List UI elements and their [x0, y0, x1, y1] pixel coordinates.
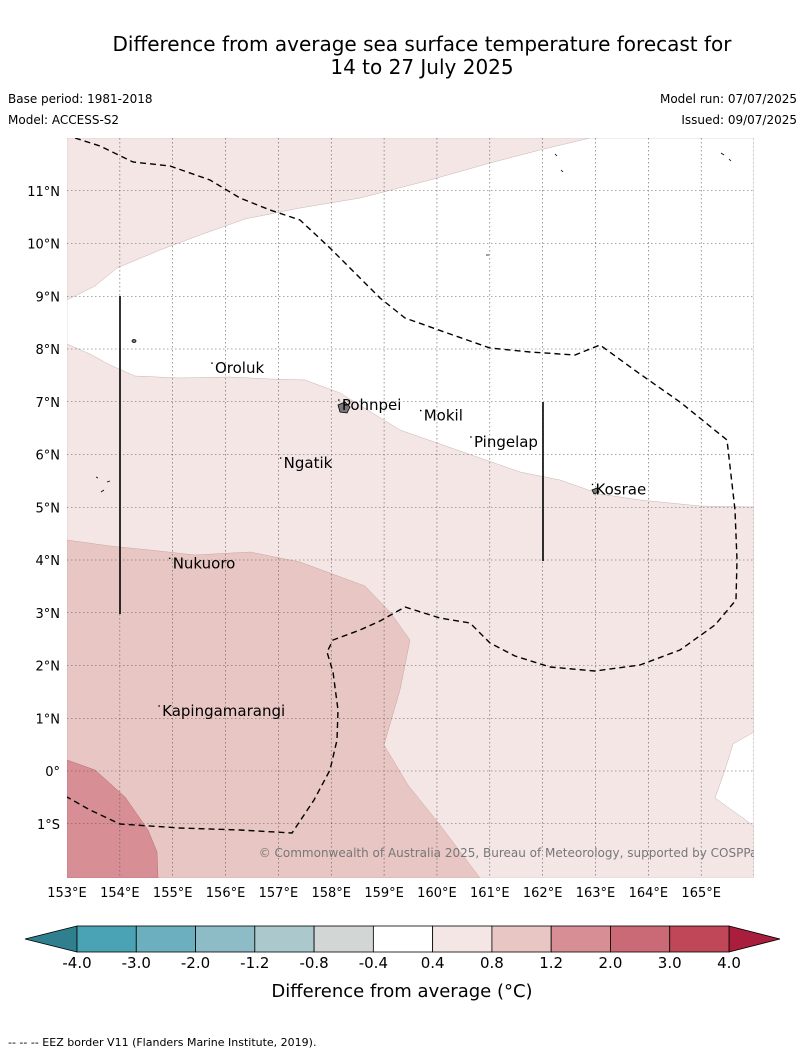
- colorbar-segment: [610, 925, 671, 953]
- place-marker: [158, 705, 160, 707]
- colorbar-low-extend: [24, 925, 78, 953]
- colorbar-segment: [135, 925, 196, 953]
- colorbar-segment: [76, 925, 137, 953]
- latitude-label: 9°N: [36, 290, 61, 305]
- place-label: Pohnpei: [342, 396, 402, 414]
- colorbar-tick-label: -1.2: [240, 954, 269, 972]
- colorbar-segment: [254, 925, 315, 953]
- graticule: [67, 138, 754, 878]
- colorbar-segment: [432, 925, 493, 953]
- title-line-2: 14 to 27 July 2025: [330, 55, 514, 79]
- small-island-west: [131, 339, 137, 343]
- place-marker: [338, 399, 340, 401]
- latitude-label: 4°N: [36, 554, 61, 569]
- longitude-label: 164°E: [629, 886, 669, 901]
- latitude-labels: 11°N 10°N 9°N 8°N 7°N 6°N 5°N 4°N 3°N 2°N 1°N 0° 1°S: [27, 185, 60, 833]
- colorbar-tick-label: -2.0: [181, 954, 210, 972]
- longitude-label: 160°E: [417, 886, 457, 901]
- latitude-label: 7°N: [36, 396, 61, 411]
- place-marker: [470, 436, 472, 438]
- colorbar-title: Difference from average (°C): [271, 981, 532, 1002]
- colorbar-tick-label: 0.8: [480, 954, 504, 972]
- place-marker: [419, 409, 422, 412]
- colorbar-tick-label: -0.4: [359, 954, 388, 972]
- latitude-label: 1°N: [36, 712, 61, 727]
- colorbar-tick-label: 0.4: [421, 954, 445, 972]
- longitude-label: 153°E: [47, 886, 87, 901]
- place-marker: [279, 457, 282, 459]
- sst-band-1-2-to-2-0: [67, 759, 159, 878]
- place-marker: [168, 557, 171, 560]
- copyright-notice: © Commonwealth of Australia 2025, Bureau…: [259, 846, 764, 860]
- islands: [95, 152, 732, 495]
- place-label: Oroluk: [215, 359, 264, 377]
- eez-border-north: [67, 138, 738, 834]
- place-label: Mokil: [424, 407, 463, 425]
- colorbar-tick-label: -4.0: [62, 954, 91, 972]
- longitude-label: 154°E: [100, 886, 140, 901]
- longitude-label: 155°E: [153, 886, 193, 901]
- latitude-label: 2°N: [36, 660, 61, 675]
- colorbar-segment: [550, 925, 611, 953]
- colorbar-tick-label: 4.0: [717, 954, 741, 972]
- sst-band-0-8-to-1-2: [67, 539, 481, 878]
- colorbar-high-extend: [728, 925, 781, 953]
- map-area: Oroluk Pohnpei Mokil Pingelap Ngatik Kosrae Nu…: [67, 138, 764, 878]
- latitude-label: 3°N: [36, 607, 61, 622]
- colorbar-segment: [491, 925, 552, 953]
- title-line-1: Difference from average sea surface temp…: [112, 32, 732, 56]
- longitude-label: 156°E: [206, 886, 246, 901]
- latitude-label: 10°N: [27, 238, 60, 253]
- sst-neutral-north: [67, 138, 754, 508]
- longitude-label: 162°E: [523, 886, 563, 901]
- latitude-label: 1°S: [37, 818, 60, 833]
- colorbar-tick-label: -3.0: [122, 954, 151, 972]
- place-label: Pingelap: [474, 433, 538, 451]
- pohnpei-island: [337, 401, 351, 414]
- place-marker: [211, 362, 213, 364]
- longitude-label: 163°E: [576, 886, 616, 901]
- issued-date: Issued: 09/07/2025: [681, 113, 797, 127]
- place-label: Ngatik: [284, 454, 333, 472]
- latitude-label: 6°N: [36, 449, 61, 464]
- place-label: Kosrae: [596, 480, 647, 498]
- longitude-label: 161°E: [470, 886, 510, 901]
- colorbar-tick-label: 2.0: [599, 954, 623, 972]
- longitude-labels: 153°E 154°E 155°E 156°E 157°E 158°E 159°E 160°E…: [47, 886, 721, 901]
- longitude-label: 165°E: [681, 886, 721, 901]
- map-title: Difference from average sea surface temp…: [0, 33, 804, 79]
- latitude-label: 5°N: [36, 501, 61, 516]
- colorbar-segment: [313, 925, 374, 953]
- kosrae-island: [591, 487, 600, 495]
- colorbar-tick-label: 1.2: [539, 954, 563, 972]
- longitude-label: 157°E: [259, 886, 299, 901]
- base-period: Base period: 1981-2018: [8, 92, 153, 106]
- model-name: Model: ACCESS-S2: [8, 113, 120, 127]
- colorbar-segment: [372, 925, 434, 953]
- place-labels: Oroluk Pohnpei Mokil Pingelap Ngatik Kosrae Nu…: [158, 359, 646, 720]
- place-marker: [591, 483, 594, 486]
- footer-note: -- -- -- EEZ border V11 (Flanders Marine…: [8, 1036, 317, 1049]
- sst-neutral-south: [714, 731, 754, 827]
- latitude-label: 0°: [45, 765, 60, 780]
- longitude-label: 158°E: [311, 886, 351, 901]
- place-label: Kapingamarangi: [162, 702, 285, 720]
- colorbar: -4.0 -3.0 -2.0 -1.2 -0.8 -0.4 0.4 0.8 1.2 2.0 3.0 4…: [24, 925, 781, 972]
- latitude-label: 11°N: [27, 185, 60, 200]
- model-run: Model run: 07/07/2025: [659, 92, 797, 106]
- small-islet-1: [95, 476, 111, 493]
- colorbar-tick-label: -0.8: [299, 954, 328, 972]
- small-islet-2: [486, 152, 732, 256]
- longitude-label: 159°E: [364, 886, 404, 901]
- colorbar-segment: [195, 925, 256, 953]
- latitude-label: 8°N: [36, 343, 61, 358]
- colorbar-tick-label: 3.0: [658, 954, 682, 972]
- place-label: Nukuoro: [173, 554, 236, 572]
- colorbar-segment: [669, 925, 730, 953]
